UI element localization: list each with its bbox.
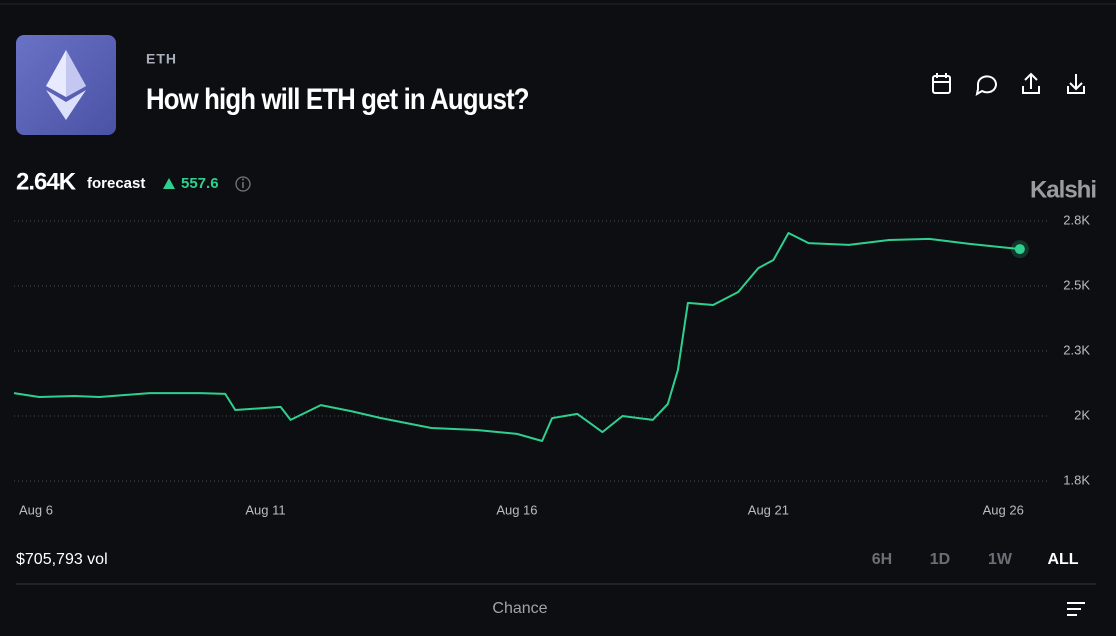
range-button[interactable]: ALL — [1047, 551, 1078, 568]
y-tick-label: 2.5K — [1063, 277, 1090, 292]
forecast-change: 557.6 — [181, 175, 219, 192]
range-button[interactable]: 1D — [930, 551, 950, 568]
plot: 1.8K 2K 2.3K 2.5K 2.8K Aug 6 Aug 11 Aug 16 Aug 2… — [13, 212, 1090, 517]
range-selector: 6H 1D 1W ALL — [872, 551, 1079, 568]
x-tick-label: Aug 6 — [19, 502, 53, 517]
ticker: ETH — [146, 51, 177, 67]
up-arrow — [163, 178, 175, 189]
market-title: How high will ETH get in August? — [146, 82, 529, 115]
range-button[interactable]: 6H — [872, 551, 892, 568]
toolbar — [932, 72, 1085, 97]
y-tick-label: 2.3K — [1063, 342, 1090, 357]
y-tick-label: 2.8K — [1063, 212, 1090, 227]
info-icon[interactable] — [235, 176, 251, 192]
y-tick-label: 2K — [1074, 407, 1090, 422]
share-button[interactable] — [1022, 72, 1040, 94]
range-button[interactable]: 1W — [988, 551, 1013, 568]
x-tick-label: Aug 21 — [748, 502, 789, 517]
price-line — [13, 232, 1021, 442]
forecast-label: forecast — [87, 175, 145, 192]
x-tick-label: Aug 11 — [245, 502, 285, 517]
forecast-value: 2.64K — [16, 168, 77, 195]
x-tick-label: Aug 16 — [496, 502, 537, 517]
brand: Kalshi — [1030, 176, 1096, 203]
x-tick-label: Aug 26 — [983, 502, 1024, 517]
volume: $705,793 vol — [16, 551, 108, 568]
eth-logo — [16, 35, 116, 135]
sort-button[interactable] — [1067, 602, 1085, 616]
comment-button[interactable] — [975, 75, 997, 97]
calendar-button[interactable] — [932, 73, 951, 94]
last-point — [1014, 244, 1025, 255]
download-button[interactable] — [1067, 74, 1085, 94]
tab-label[interactable]: Chance — [492, 600, 547, 617]
y-tick-label: 1.8K — [1063, 472, 1090, 487]
